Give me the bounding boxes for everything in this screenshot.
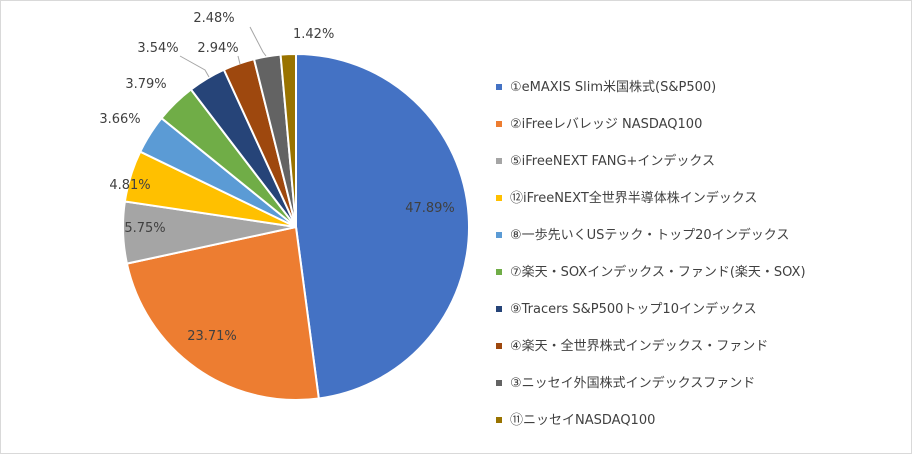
legend-swatch: [496, 417, 502, 423]
leader-line: [237, 55, 241, 65]
legend-swatch: [496, 195, 502, 201]
pie-slices: [122, 52, 471, 401]
data-label: 2.48%: [193, 11, 234, 26]
legend-item[interactable]: ①eMAXIS Slim米国株式(S&P500): [496, 80, 826, 117]
data-label: 4.81%: [109, 178, 150, 193]
legend-item[interactable]: ⑤iFreeNEXT FANG+インデックス: [496, 154, 826, 191]
data-label: 3.79%: [125, 77, 166, 92]
legend-item[interactable]: ④楽天・全世界株式インデックス・ファンド: [496, 339, 826, 376]
legend-swatch: [496, 84, 502, 90]
legend-item[interactable]: ⑧一歩先いくUSテック・トップ20インデックス: [496, 228, 826, 265]
leader-line: [179, 55, 210, 78]
legend-item[interactable]: ⑪ニッセイNASDAQ100: [496, 413, 826, 450]
pie-slice[interactable]: [125, 225, 320, 401]
data-label: 47.89%: [405, 201, 455, 216]
data-label: 5.75%: [124, 221, 165, 236]
chart-legend[interactable]: ①eMAXIS Slim米国株式(S&P500) ②iFreeレバレッジ NASD…: [496, 80, 826, 450]
legend-label: ⑤iFreeNEXT FANG+インデックス: [510, 154, 716, 169]
data-label: 1.42%: [293, 27, 334, 42]
legend-label: ⑫iFreeNEXT全世界半導体株インデックス: [510, 191, 758, 206]
legend-item[interactable]: ⑫iFreeNEXT全世界半導体株インデックス: [496, 191, 826, 228]
legend-label: ⑧一歩先いくUSテック・トップ20インデックス: [510, 228, 790, 243]
leader-line: [249, 26, 267, 57]
leader-lines: [179, 26, 267, 78]
legend-swatch: [496, 306, 502, 312]
legend-item[interactable]: ②iFreeレバレッジ NASDAQ100: [496, 117, 826, 154]
pie-slice[interactable]: [279, 52, 297, 228]
legend-label: ②iFreeレバレッジ NASDAQ100: [510, 117, 703, 132]
data-label: 3.54%: [137, 41, 178, 56]
legend-swatch: [496, 269, 502, 275]
pie-slice[interactable]: [295, 52, 471, 400]
data-label: 3.66%: [99, 112, 140, 127]
data-labels: 47.89% 23.71% 5.75% 4.81% 3.66% 3.79% 3.54% 2.9…: [99, 11, 454, 344]
legend-label: ⑦楽天・SOXインデックス・ファンド(楽天・SOX): [510, 265, 806, 280]
legend-item[interactable]: ⑦楽天・SOXインデックス・ファンド(楽天・SOX): [496, 265, 826, 302]
legend-label: ⑨Tracers S&P500トップ10インデックス: [510, 302, 757, 317]
legend-label: ④楽天・全世界株式インデックス・ファンド: [510, 339, 769, 354]
data-label: 23.71%: [187, 329, 237, 344]
legend-swatch: [496, 158, 502, 164]
legend-label: ①eMAXIS Slim米国株式(S&P500): [510, 80, 717, 95]
legend-swatch: [496, 232, 502, 238]
legend-item[interactable]: ③ニッセイ外国株式インデックスファンド: [496, 376, 826, 413]
legend-swatch: [496, 121, 502, 127]
data-label: 2.94%: [197, 41, 238, 56]
legend-label: ⑪ニッセイNASDAQ100: [510, 413, 656, 428]
legend-label: ③ニッセイ外国株式インデックスファンド: [510, 376, 756, 391]
legend-swatch: [496, 380, 502, 386]
legend-item[interactable]: ⑨Tracers S&P500トップ10インデックス: [496, 302, 826, 339]
legend-swatch: [496, 343, 502, 349]
